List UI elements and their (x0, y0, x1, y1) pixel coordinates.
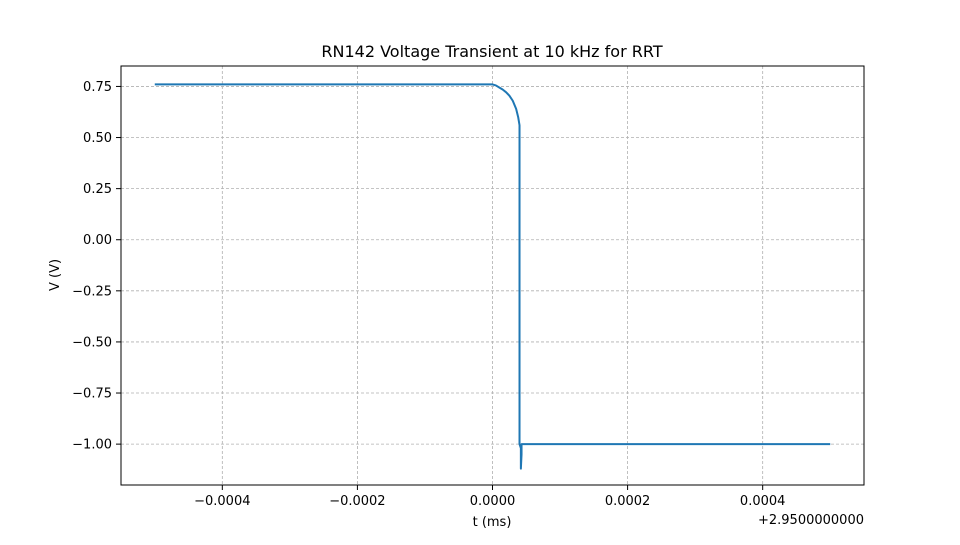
y-tick-label: −0.75 (72, 387, 112, 402)
x-tick-label: 0.0004 (740, 494, 786, 509)
chart-title: RN142 Voltage Transient at 10 kHz for RR… (321, 42, 662, 61)
series-layer (154, 83, 831, 470)
grid (121, 66, 864, 485)
x-tick-label: −0.0004 (194, 494, 250, 509)
x-axis-label: t (ms) (473, 515, 512, 530)
x-tick-label: 0.0002 (605, 494, 651, 509)
y-tick-label: 0.00 (83, 233, 112, 248)
x-axis-offset-label: +2.9500000000 (758, 513, 864, 528)
y-axis-label: V (V) (48, 259, 63, 291)
y-tick-label: 0.75 (83, 80, 112, 95)
y-tick-label: 0.25 (83, 182, 112, 197)
y-tick-label: −0.50 (72, 335, 112, 350)
y-tick-label: 0.50 (83, 131, 112, 146)
y-tick-label: −1.00 (72, 438, 112, 453)
x-tick-label: 0.0000 (470, 494, 516, 509)
y-axis: 0.75 0.50 0.25 0.00 −0.25 −0.50 −0.75 −1.00 (72, 80, 121, 453)
x-tick-label: −0.0002 (329, 494, 385, 509)
y-tick-label: −0.25 (72, 284, 112, 299)
series-line (154, 83, 831, 470)
x-axis: −0.0004 −0.0002 0.0000 0.0002 0.0004 (194, 485, 785, 509)
